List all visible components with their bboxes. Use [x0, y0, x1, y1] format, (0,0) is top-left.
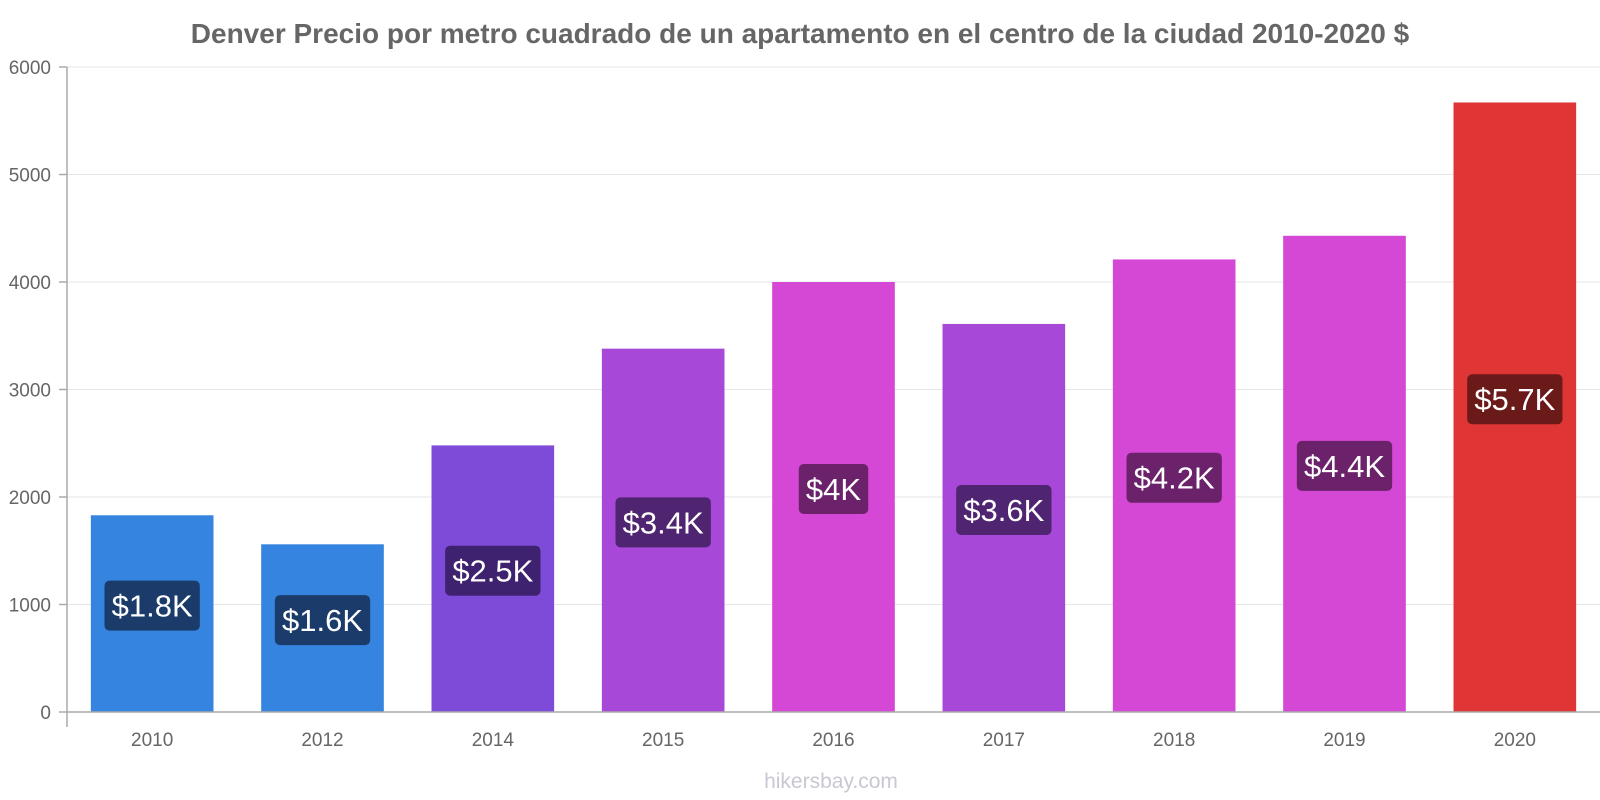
data-label-text: $1.8K [112, 589, 193, 624]
data-label-text: $4.2K [1134, 461, 1215, 496]
x-tick-label: 2016 [812, 730, 854, 751]
data-label-2018: $4.2K [1126, 452, 1222, 503]
data-labels: $1.8K $1.6K $2.5K $3.4K $4K $3.6K $4.2K $4.4K $5… [104, 374, 1563, 646]
footer-source[interactable]: hikersbay.com [764, 770, 898, 793]
data-label-2015: $3.4K [615, 497, 711, 548]
data-label-2016: $4K [798, 464, 869, 514]
y-tick-label: 2000 [9, 488, 51, 509]
data-label-2012: $1.6K [274, 595, 371, 646]
data-label-text: $1.6K [282, 603, 363, 638]
data-label-bg [445, 545, 541, 596]
data-label-bg [1467, 374, 1563, 425]
x-tick-label: 2012 [301, 730, 343, 751]
data-label-bg [104, 580, 200, 631]
data-label-bg [798, 464, 869, 514]
x-tick-label: 2020 [1494, 730, 1536, 751]
data-label-2019: $4.4K [1296, 440, 1393, 491]
chart-title: Denver Precio por metro cuadrado de un a… [191, 18, 1410, 49]
x-tick-label: 2019 [1323, 730, 1365, 751]
data-label-bg [1126, 452, 1222, 503]
data-label-bg [1296, 440, 1393, 491]
data-label-bg [956, 484, 1052, 535]
data-label-2014: $2.5K [445, 545, 541, 596]
x-tick-label: 2010 [131, 730, 173, 751]
data-label-2020: $5.7K [1467, 374, 1563, 425]
data-label-text: $5.7K [1474, 382, 1555, 417]
y-tick-label: 6000 [9, 58, 51, 79]
data-label-2010: $1.8K [104, 580, 200, 631]
y-tick-label: 3000 [9, 381, 51, 402]
data-label-bg [274, 595, 371, 646]
data-label-text: $3.4K [623, 505, 704, 540]
data-label-text: $2.5K [452, 554, 533, 589]
y-tick-label: 0 [40, 703, 51, 724]
data-label-text: $4K [806, 472, 861, 507]
y-tick-label: 1000 [9, 596, 51, 617]
axes: 0 1000 2000 3000 4000 5000 6000 2010 2012 2014 201… [9, 58, 1600, 751]
data-label-text: $4.4K [1304, 449, 1385, 484]
x-tick-label: 2015 [642, 730, 684, 751]
data-label-2017: $3.6K [956, 484, 1052, 535]
y-tick-label: 4000 [9, 273, 51, 294]
data-label-bg [615, 497, 711, 548]
data-label-text: $3.6K [963, 493, 1044, 528]
x-tick-label: 2018 [1153, 730, 1195, 751]
x-tick-label: 2017 [983, 730, 1025, 751]
y-tick-label: 5000 [9, 166, 51, 187]
x-tick-label: 2014 [472, 730, 515, 751]
